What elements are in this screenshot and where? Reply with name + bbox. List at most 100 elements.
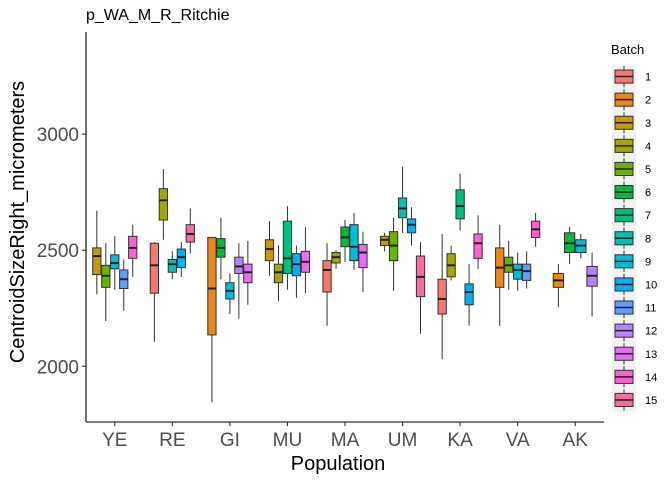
box-MU-batch-10 xyxy=(291,245,302,298)
box-MA-batch-6 xyxy=(340,220,350,262)
box-UM-batch-8 xyxy=(397,166,408,233)
box-UM-batch-5 xyxy=(388,217,399,291)
x-tick-label: AK xyxy=(563,430,589,451)
box-MU-batch-13 xyxy=(300,227,311,294)
box-VA-batch-2 xyxy=(495,224,505,326)
box-GI-batch-2 xyxy=(207,236,217,403)
box-body xyxy=(358,243,368,269)
box-body xyxy=(207,236,217,336)
x-tick-label: YE xyxy=(102,430,127,451)
chart-title: p_WA_M_R_Ritchie xyxy=(86,7,230,24)
x-tick-label: GI xyxy=(220,430,240,451)
box-GI-batch-6 xyxy=(216,217,226,280)
box-body xyxy=(349,224,359,262)
box-MA-batch-9 xyxy=(349,213,359,270)
box-body xyxy=(379,235,390,247)
legend-label: 9 xyxy=(645,256,651,268)
box-RE-batch-10 xyxy=(176,242,186,277)
box-GI-batch-9 xyxy=(225,273,235,315)
box-body xyxy=(406,218,417,234)
box-body xyxy=(437,278,447,315)
legend-item-batch-8: 8 xyxy=(612,226,651,250)
legend-label: 1 xyxy=(645,72,651,84)
box-body xyxy=(149,242,160,294)
box-body xyxy=(92,247,102,276)
box-body xyxy=(322,260,332,293)
legend-label: 3 xyxy=(645,118,651,130)
box-MU-batch-4 xyxy=(273,245,284,302)
x-axis: YE RE GI MU MA UM KA VA AK xyxy=(86,421,604,451)
box-body xyxy=(110,254,120,270)
box-UM-batch-3 xyxy=(379,232,390,252)
legend-item-batch-13: 13 xyxy=(612,342,657,366)
box-AK-batch-2 xyxy=(552,264,565,308)
box-UM-batch-15 xyxy=(415,242,426,334)
box-VA-batch-11 xyxy=(522,251,532,289)
box-body xyxy=(282,220,293,274)
legend-label: 13 xyxy=(645,349,657,361)
legend-label: 10 xyxy=(645,279,657,291)
box-VA-batch-5 xyxy=(504,240,514,290)
box-MA-batch-4 xyxy=(331,250,341,269)
box-MA-batch-13 xyxy=(358,231,368,292)
legend-item-batch-15: 15 xyxy=(612,388,657,412)
box-body xyxy=(167,259,177,273)
box-YE-batch-14 xyxy=(128,224,138,277)
y-axis-label: CentroidSizeRight_micrometers xyxy=(7,81,29,363)
legend-label: 5 xyxy=(645,164,651,176)
box-YE-batch-3 xyxy=(92,210,102,295)
legend-item-batch-5: 5 xyxy=(612,157,651,181)
legend-item-batch-14: 14 xyxy=(612,365,657,389)
legend-label: 7 xyxy=(645,210,651,222)
box-KA-batch-14 xyxy=(473,215,483,269)
box-RE-batch-15 xyxy=(185,208,195,254)
legend-label: 8 xyxy=(645,233,651,245)
legend-label: 14 xyxy=(645,372,657,384)
x-tick-label: MA xyxy=(331,430,360,451)
legend-label: 12 xyxy=(645,326,657,338)
legend-item-batch-11: 11 xyxy=(612,296,656,320)
box-body xyxy=(522,263,532,281)
box-body xyxy=(513,263,523,280)
box-body xyxy=(464,283,474,306)
box-RE-batch-1 xyxy=(149,242,160,342)
box-body xyxy=(176,248,186,269)
box-MA-batch-1 xyxy=(322,243,332,326)
legend-label: 4 xyxy=(645,141,651,153)
box-KA-batch-7 xyxy=(455,173,465,231)
y-tick-label: 2000 xyxy=(37,357,79,378)
box-GI-batch-13 xyxy=(243,240,253,305)
box-KA-batch-4 xyxy=(446,245,456,281)
legend-label: 11 xyxy=(645,303,656,315)
plot-area xyxy=(92,166,598,403)
y-axis: 2000 2500 3000 xyxy=(37,32,87,422)
legend-item-batch-4: 4 xyxy=(612,134,651,158)
legend-item-batch-6: 6 xyxy=(612,180,651,204)
box-UM-batch-10 xyxy=(406,207,417,246)
box-body xyxy=(264,239,275,262)
legend-item-batch-7: 7 xyxy=(612,203,651,227)
box-body xyxy=(158,188,168,221)
box-AK-batch-9 xyxy=(575,233,587,259)
box-MU-batch-3 xyxy=(264,221,275,276)
x-tick-label: RE xyxy=(159,430,185,451)
legend-label: 15 xyxy=(645,395,657,407)
box-RE-batch-8 xyxy=(167,251,177,280)
box-GI-batch-12 xyxy=(234,243,244,319)
box-body xyxy=(243,263,253,284)
box-AK-batch-6 xyxy=(563,227,576,265)
legend-item-batch-2: 2 xyxy=(612,88,651,112)
box-VA-batch-14 xyxy=(530,213,541,247)
box-KA-batch-1 xyxy=(437,233,447,360)
box-KA-batch-10 xyxy=(464,264,474,326)
x-tick-label: MU xyxy=(273,430,303,451)
box-RE-batch-4 xyxy=(158,168,168,240)
x-tick-label: KA xyxy=(447,430,473,451)
legend-item-batch-1: 1 xyxy=(612,65,651,89)
box-YE-batch-5 xyxy=(101,243,111,322)
legend-item-batch-3: 3 xyxy=(612,111,651,135)
legend-label: 2 xyxy=(645,95,651,107)
